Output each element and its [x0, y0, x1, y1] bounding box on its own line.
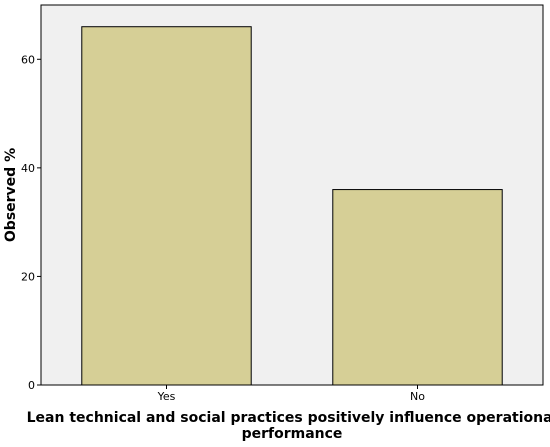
y-tick-label-60: 60 — [21, 53, 35, 66]
y-tick-label-0: 0 — [28, 379, 35, 392]
x-axis-label-line-1: Lean technical and social practices posi… — [27, 410, 550, 426]
y-tick-label-20: 20 — [21, 270, 35, 283]
y-axis: 0 20 40 60 — [21, 53, 41, 392]
bars-group — [81, 26, 503, 386]
x-tick-label-no: No — [410, 390, 425, 403]
bar-yes — [81, 26, 252, 386]
x-axis-label-line-2: performance — [242, 426, 343, 442]
y-axis-label: Observed % — [3, 148, 19, 242]
bar-no — [332, 189, 503, 386]
y-tick-label-40: 40 — [21, 162, 35, 175]
x-axis: Yes No — [157, 385, 425, 403]
x-tick-label-yes: Yes — [157, 390, 176, 403]
